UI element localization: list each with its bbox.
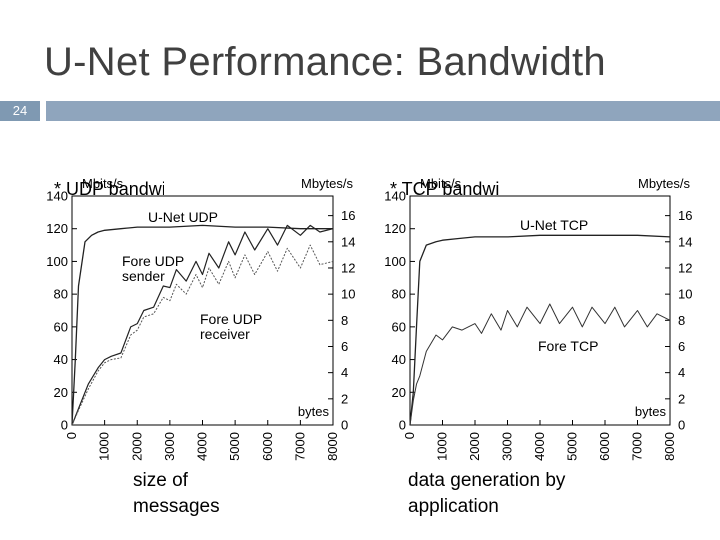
udp-annotation: sender [122, 268, 165, 284]
tcp-y2tick-label: 12 [678, 260, 692, 275]
title-underline-bar [46, 101, 720, 121]
udp-xtick-label: 1000 [97, 432, 112, 461]
tcp-y2tick-label: 4 [678, 365, 685, 380]
udp-y2tick-label: 0 [341, 418, 348, 433]
tcp-ytick-label: 40 [392, 352, 406, 367]
tcp-y2tick-label: 6 [678, 339, 685, 354]
udp-xtick-label: 6000 [260, 432, 275, 461]
tcp-xtick-label: 8000 [662, 432, 677, 461]
tcp-ylabel: Mbits/s [420, 176, 462, 191]
udp-y2tick-label: 16 [341, 208, 355, 223]
udp-ytick-label: 80 [54, 287, 68, 302]
udp-annotation: U-Net UDP [148, 209, 218, 225]
tcp-ytick-label: 0 [399, 418, 406, 433]
tcp-series-1-line [409, 303, 671, 426]
udp-xtick-label: 0 [64, 432, 79, 439]
udp-xtick-label: 5000 [227, 432, 242, 461]
caption-size-of-messages: size of messages [133, 470, 220, 517]
udp-ytick-label: 40 [54, 352, 68, 367]
tcp-ytick-label: 140 [384, 189, 406, 204]
tcp-annotation: U-Net TCP [520, 217, 588, 233]
tcp-series-0-line [409, 234, 671, 426]
tcp-y2tick-label: 14 [678, 234, 692, 249]
udp-ytick-label: 60 [54, 319, 68, 334]
tcp-y2tick-label: 2 [678, 391, 685, 406]
udp-y2label: Mbytes/s [301, 176, 354, 191]
udp-ytick-label: 0 [61, 418, 68, 433]
udp-annotation: receiver [200, 326, 250, 342]
udp-series-2-line [71, 244, 334, 426]
tcp-y2tick-label: 8 [678, 313, 685, 328]
tcp-ytick-label: 80 [392, 287, 406, 302]
udp-y2tick-label: 6 [341, 339, 348, 354]
udp-ytick-label: 140 [46, 189, 68, 204]
udp-annotation: Fore UDP [200, 311, 262, 327]
udp-ytick-label: 20 [54, 385, 68, 400]
tcp-xtick-label: 6000 [597, 432, 612, 461]
udp-xtick-label: 8000 [325, 432, 340, 461]
udp-y2tick-label: 4 [341, 365, 348, 380]
tcp-y2tick-label: 10 [678, 287, 692, 302]
slide-title: U-Net Performance: Bandwidth [44, 40, 606, 84]
tcp-ytick-label: 100 [384, 254, 406, 269]
tcp-ytick-label: 120 [384, 221, 406, 236]
tcp-xtick-label: 1000 [435, 432, 450, 461]
bullet-udp-bandwidth-text: * UDP bandwidth [54, 179, 164, 199]
udp-xtick-label: 7000 [292, 432, 307, 461]
udp-series-0-line [71, 224, 333, 426]
udp-xtick-label: 4000 [195, 432, 210, 461]
tcp-y2tick-label: 0 [678, 418, 685, 433]
udp-y2tick-label: 10 [341, 287, 355, 302]
udp-ytick-label: 100 [46, 254, 68, 269]
udp-annotation: Fore UDP [122, 253, 184, 269]
udp-xtick-label: 3000 [162, 432, 177, 461]
bullet-tcp-bandwidth: * TCP bandwidth [390, 134, 500, 238]
tcp-xlabel: bytes [635, 404, 667, 419]
tcp-annotation: Fore TCP [538, 338, 598, 354]
tcp-xtick-label: 4000 [532, 432, 547, 461]
caption-data-generation: data generation by application [408, 470, 566, 517]
bullet-tcp-bandwidth-text: * TCP bandwidth [390, 179, 500, 199]
udp-series-1-line [71, 224, 334, 426]
udp-xtick-label: 2000 [129, 432, 144, 461]
udp-ytick-label: 120 [46, 221, 68, 236]
udp-xlabel: bytes [298, 404, 330, 419]
udp-y2tick-label: 8 [341, 313, 348, 328]
udp-y2tick-label: 14 [341, 234, 355, 249]
tcp-ytick-label: 20 [392, 385, 406, 400]
tcp-xtick-label: 0 [402, 432, 417, 439]
tcp-y2tick-label: 16 [678, 208, 692, 223]
bullet-udp-bandwidth: * UDP bandwidth [54, 134, 164, 238]
slide-number: 24 [0, 101, 40, 121]
udp-y2tick-label: 2 [341, 391, 348, 406]
tcp-xtick-label: 3000 [500, 432, 515, 461]
udp-y2tick-label: 12 [341, 260, 355, 275]
udp-ylabel: Mbits/s [82, 176, 124, 191]
tcp-y2label: Mbytes/s [638, 176, 691, 191]
tcp-xtick-label: 2000 [467, 432, 482, 461]
tcp-ytick-label: 60 [392, 319, 406, 334]
tcp-xtick-label: 7000 [630, 432, 645, 461]
tcp-xtick-label: 5000 [565, 432, 580, 461]
